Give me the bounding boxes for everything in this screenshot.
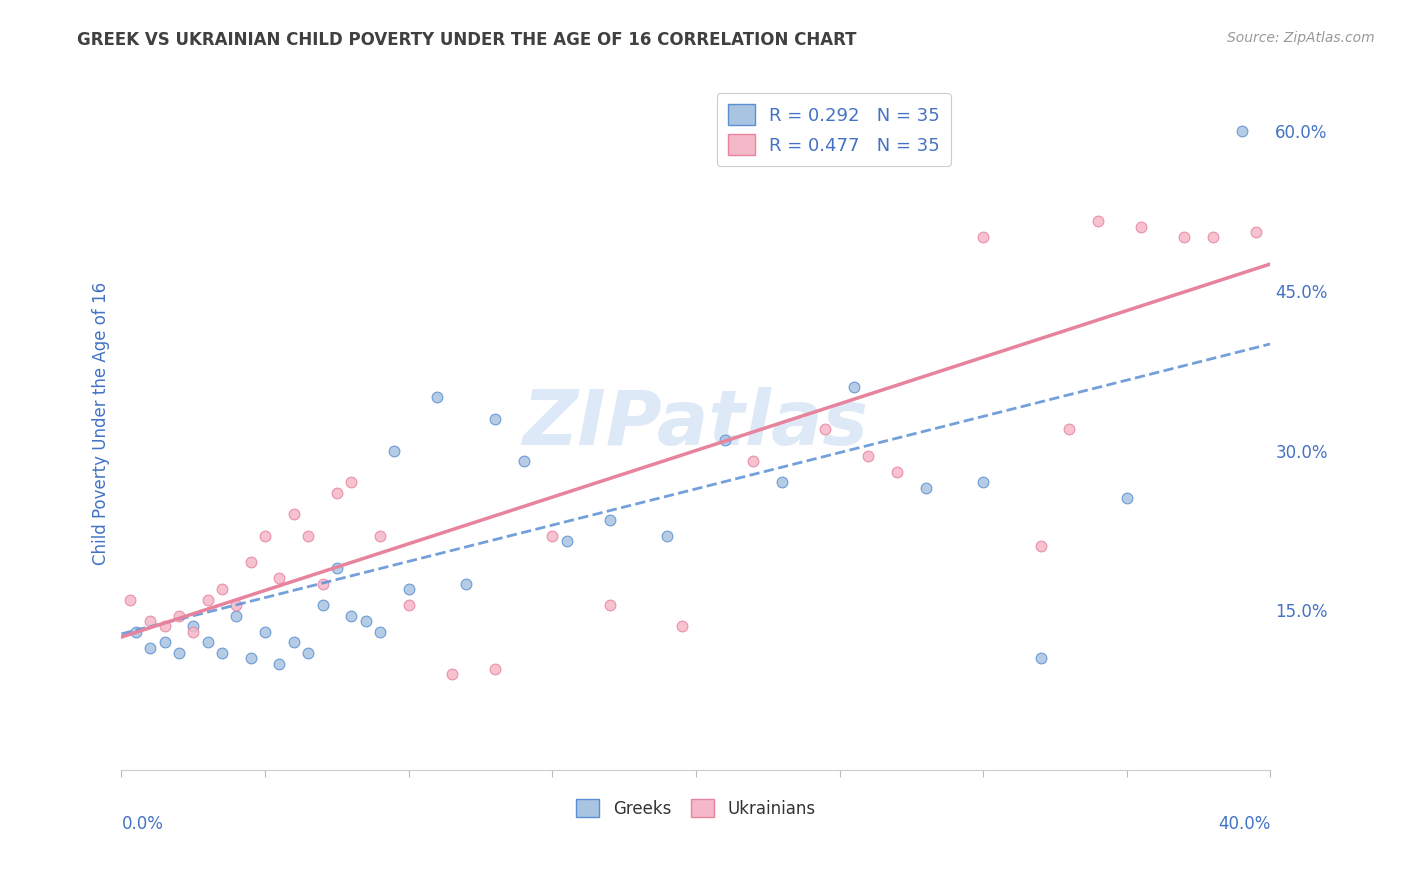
Point — [311, 576, 333, 591]
Point — [914, 481, 936, 495]
Point — [340, 608, 363, 623]
Text: Source: ZipAtlas.com: Source: ZipAtlas.com — [1227, 31, 1375, 45]
Point — [269, 657, 291, 671]
Y-axis label: Child Poverty Under the Age of 16: Child Poverty Under the Age of 16 — [93, 282, 110, 566]
Point — [297, 529, 319, 543]
Point — [326, 561, 349, 575]
Point — [269, 571, 291, 585]
Point — [211, 582, 233, 596]
Point — [770, 475, 793, 490]
Point — [139, 640, 162, 655]
Text: GREEK VS UKRAINIAN CHILD POVERTY UNDER THE AGE OF 16 CORRELATION CHART: GREEK VS UKRAINIAN CHILD POVERTY UNDER T… — [77, 31, 856, 49]
Point — [197, 635, 219, 649]
Point — [671, 619, 693, 633]
Point — [283, 635, 305, 649]
Point — [225, 608, 247, 623]
Point — [239, 651, 262, 665]
Text: 40.0%: 40.0% — [1218, 815, 1271, 833]
Point — [886, 465, 908, 479]
Point — [197, 592, 219, 607]
Point — [972, 230, 994, 244]
Point — [599, 513, 621, 527]
Point — [254, 529, 277, 543]
Point — [713, 433, 735, 447]
Point — [167, 608, 190, 623]
Point — [1087, 214, 1109, 228]
Text: ZIPatlas: ZIPatlas — [523, 387, 869, 461]
Point — [139, 614, 162, 628]
Point — [254, 624, 277, 639]
Point — [340, 475, 363, 490]
Point — [398, 598, 420, 612]
Point — [297, 646, 319, 660]
Point — [1059, 422, 1081, 436]
Point — [1202, 230, 1225, 244]
Point — [167, 646, 190, 660]
Point — [368, 624, 391, 639]
Point — [1029, 540, 1052, 554]
Point — [814, 422, 837, 436]
Point — [972, 475, 994, 490]
Point — [1130, 219, 1153, 234]
Point — [842, 379, 865, 393]
Point — [484, 411, 506, 425]
Point — [354, 614, 377, 628]
Point — [541, 529, 564, 543]
Point — [382, 443, 405, 458]
Point — [239, 556, 262, 570]
Point — [742, 454, 765, 468]
Point — [1244, 225, 1267, 239]
Point — [1115, 491, 1137, 506]
Point — [398, 582, 420, 596]
Point — [858, 449, 880, 463]
Point — [1029, 651, 1052, 665]
Point — [225, 598, 247, 612]
Point — [153, 635, 176, 649]
Point — [211, 646, 233, 660]
Text: 0.0%: 0.0% — [121, 815, 163, 833]
Point — [181, 624, 204, 639]
Point — [512, 454, 534, 468]
Point — [456, 576, 478, 591]
Point — [368, 529, 391, 543]
Point — [657, 529, 679, 543]
Point — [120, 592, 142, 607]
Point — [599, 598, 621, 612]
Point — [326, 486, 349, 500]
Point — [153, 619, 176, 633]
Point — [426, 390, 449, 404]
Point — [311, 598, 333, 612]
Point — [283, 508, 305, 522]
Point — [555, 534, 578, 549]
Point — [1230, 124, 1253, 138]
Point — [484, 662, 506, 676]
Point — [1173, 230, 1195, 244]
Point — [181, 619, 204, 633]
Point — [440, 667, 463, 681]
Point — [125, 624, 148, 639]
Legend: Greeks, Ukrainians: Greeks, Ukrainians — [569, 793, 823, 824]
